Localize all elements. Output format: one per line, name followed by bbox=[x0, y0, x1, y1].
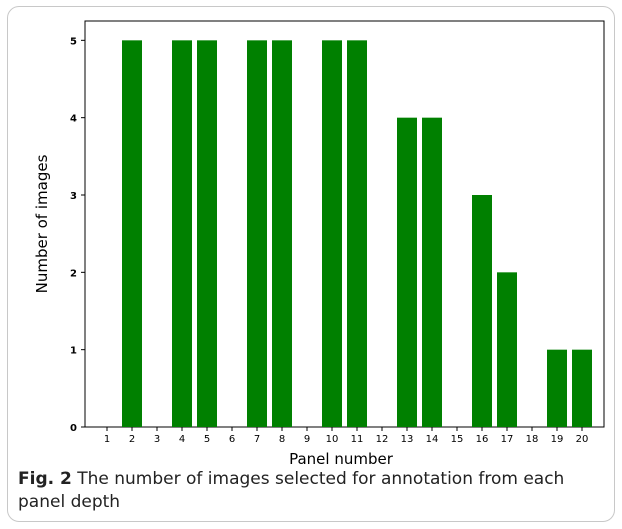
x-tick-label: 12 bbox=[376, 434, 389, 445]
y-tick-label: 1 bbox=[70, 346, 77, 357]
bar-panel-14 bbox=[422, 117, 442, 428]
bar-panel-8 bbox=[272, 40, 292, 427]
x-tick-label: 16 bbox=[476, 434, 489, 445]
x-tick-label: 20 bbox=[576, 434, 589, 445]
x-tick-label: 17 bbox=[501, 434, 514, 445]
bar-panel-17 bbox=[497, 272, 517, 427]
x-tick-label: 3 bbox=[154, 434, 160, 445]
caption-text: The number of images selected for annota… bbox=[18, 469, 565, 512]
x-tick-label: 2 bbox=[129, 434, 135, 445]
y-tick-label: 2 bbox=[70, 268, 77, 279]
x-tick-label: 7 bbox=[254, 434, 260, 445]
y-ticks: 0 1 2 3 4 5 bbox=[70, 36, 85, 434]
x-tick-label: 1 bbox=[104, 434, 110, 445]
bars-group bbox=[122, 40, 592, 428]
bar-panel-20 bbox=[572, 349, 592, 427]
bar-panel-7 bbox=[247, 40, 267, 427]
bar-panel-10 bbox=[322, 40, 342, 427]
y-tick-label: 5 bbox=[70, 36, 77, 47]
y-tick-label: 4 bbox=[70, 114, 77, 125]
bar-panel-2 bbox=[122, 40, 142, 427]
x-tick-label: 4 bbox=[179, 434, 185, 445]
y-axis-label: Number of images bbox=[33, 154, 51, 293]
x-tick-label: 5 bbox=[204, 434, 210, 445]
bar-panel-4 bbox=[172, 40, 192, 427]
bar-panel-13 bbox=[397, 117, 417, 428]
x-tick-label: 15 bbox=[451, 434, 464, 445]
x-tick-label: 9 bbox=[304, 434, 310, 445]
bar-panel-19 bbox=[547, 349, 567, 427]
x-tick-label: 10 bbox=[326, 434, 339, 445]
x-tick-label: 19 bbox=[551, 434, 564, 445]
figure-caption: Fig. 2 The number of images selected for… bbox=[18, 468, 598, 514]
x-axis-label: Panel number bbox=[289, 450, 394, 468]
x-tick-label: 18 bbox=[526, 434, 539, 445]
x-tick-label: 11 bbox=[351, 434, 364, 445]
x-tick-label: 13 bbox=[401, 434, 414, 445]
caption-label: Fig. 2 bbox=[18, 469, 72, 489]
plot-area bbox=[84, 20, 605, 428]
x-tick-label: 14 bbox=[426, 434, 439, 445]
bar-panel-11 bbox=[347, 40, 367, 427]
y-tick-label: 3 bbox=[70, 191, 77, 202]
bar-panel-5 bbox=[197, 40, 217, 427]
bar-panel-16 bbox=[472, 195, 492, 427]
y-tick-label: 0 bbox=[70, 423, 77, 434]
x-tick-label: 8 bbox=[279, 434, 285, 445]
x-tick-label: 6 bbox=[229, 434, 235, 445]
x-ticks: 1 2 3 4 5 6 7 8 9 10 11 12 13 14 15 16 17 18 19 20 bbox=[104, 427, 589, 445]
